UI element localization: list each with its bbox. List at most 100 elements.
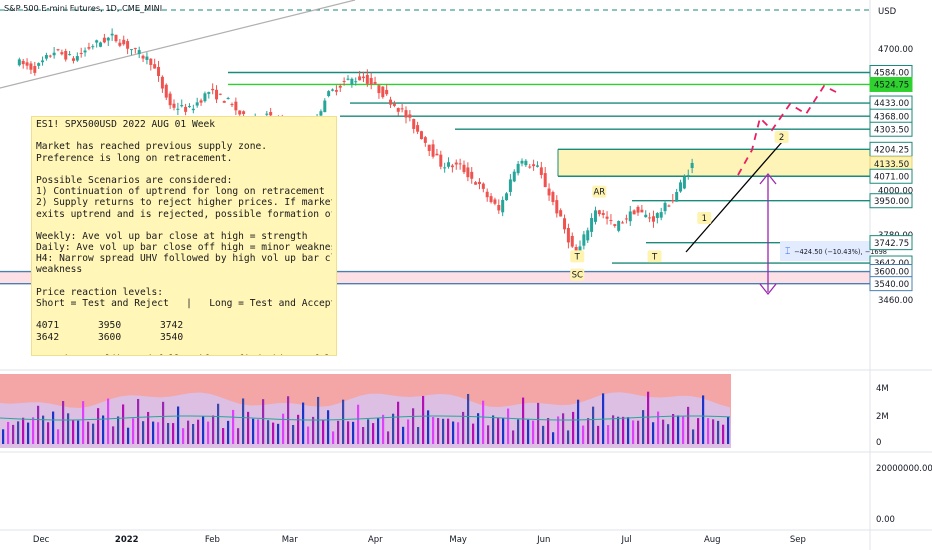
volume-bar [157, 422, 160, 444]
candle-body [126, 41, 130, 49]
candle-body [87, 47, 91, 49]
candle-body [404, 110, 408, 118]
candle-body [79, 53, 83, 55]
candle-body [679, 182, 683, 192]
volume-bar [32, 417, 35, 444]
volume-bar [357, 404, 360, 444]
candle-body [145, 56, 149, 60]
price-tag [869, 193, 913, 209]
volume-bar [452, 421, 455, 444]
candle-body [265, 113, 269, 115]
note-line: Price reaction levels: [36, 286, 164, 298]
candle-body [628, 211, 632, 222]
candle-body [439, 154, 443, 167]
volume-bar [42, 415, 45, 444]
candle-body [416, 125, 420, 132]
annotation-tag [774, 131, 789, 144]
volume-bar [377, 418, 380, 444]
volume-bar [327, 410, 330, 444]
candle-body [508, 179, 512, 192]
volume-bar [482, 400, 485, 444]
candle-body [381, 86, 385, 98]
x-tick-label: Sep [790, 535, 806, 545]
candle-body [331, 89, 335, 91]
volume-bar [67, 413, 70, 444]
chart-title: S&P 500 E-mini Futures, 1D, CME_MINI [4, 3, 163, 13]
volume-bar [512, 430, 515, 444]
candle-body [195, 102, 199, 106]
candle-body [52, 52, 56, 56]
volume-bar [537, 402, 540, 444]
supply-zone [558, 149, 870, 177]
volume-bar [402, 426, 405, 444]
volume-bar [552, 432, 555, 444]
candle-body [501, 199, 505, 213]
candle-body [671, 200, 675, 202]
volume-bar [667, 424, 670, 444]
candle-body [505, 193, 509, 201]
candle-body [547, 188, 551, 196]
volume-bar [412, 408, 415, 444]
candle-body [597, 210, 601, 215]
volume-bar [587, 418, 590, 444]
candle-body [176, 108, 180, 110]
volume-bar [202, 416, 205, 444]
candle-body [319, 111, 323, 116]
candle-body [528, 166, 532, 168]
candle-body [605, 216, 609, 219]
volume-bar [622, 416, 625, 444]
note-line [36, 309, 332, 320]
candle-body [64, 50, 68, 60]
volume-bar [447, 418, 450, 444]
volume-bar [112, 426, 115, 444]
candle-body [686, 175, 690, 177]
candle-body [21, 60, 25, 65]
volume-bar [177, 406, 180, 444]
currency-label: USD [878, 7, 897, 17]
volume-y-tick: 4M [876, 384, 889, 394]
candle-body [400, 108, 404, 110]
candle-body [60, 52, 64, 55]
candle-body [644, 214, 648, 218]
volume-bar [417, 427, 420, 444]
candle-body [168, 93, 172, 106]
candle-body [365, 74, 369, 84]
volume-bar [12, 424, 15, 444]
note-line [36, 164, 332, 175]
price-tag-label: 4204.25 [874, 146, 909, 156]
note-line: 1) Continuation of uptrend for long on r… [36, 186, 325, 198]
volume-bar [577, 399, 580, 444]
analysis-note: ES1! SPX500USD 2022 AUG 01 Week Market ha… [31, 116, 337, 356]
candle-body [593, 210, 597, 222]
candle-body [44, 55, 48, 59]
note-table-cell: 3742 [160, 320, 184, 332]
candle-body [118, 42, 122, 46]
candle-body [497, 205, 501, 211]
candle-body [323, 100, 327, 113]
volume-bar [697, 418, 700, 444]
volume-bar [22, 417, 25, 444]
volume-bar [612, 415, 615, 444]
candle-body [613, 224, 617, 226]
note-line: Possible Scenarios are considered: [36, 174, 233, 186]
volume-bar [507, 408, 510, 444]
volume-bar [707, 418, 710, 444]
price-tag [869, 121, 913, 137]
candle-body [102, 37, 106, 43]
candle-body [133, 47, 137, 49]
candle-body [129, 49, 133, 51]
volume-bar [372, 423, 375, 444]
volume-bar [257, 419, 260, 444]
note-line: ES1! SPX500USD 2022 AUG 01 Week [36, 119, 216, 130]
volume-bar [492, 415, 495, 444]
volume-bar [662, 419, 665, 444]
candle-body [187, 106, 191, 108]
candle-body [648, 217, 652, 219]
volume-bar [7, 421, 10, 444]
candle-body [110, 33, 114, 36]
volume-bar [547, 418, 550, 444]
volume-bar [562, 413, 565, 444]
volume-bar [467, 393, 470, 444]
candle-body [218, 93, 222, 95]
annotation-label: T [651, 252, 658, 262]
